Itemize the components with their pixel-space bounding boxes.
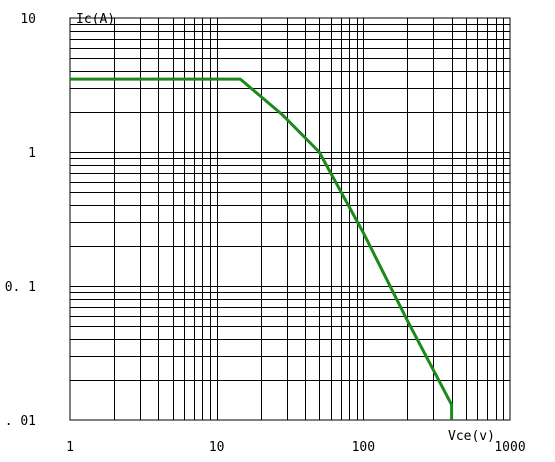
x-tick-label: 1 — [66, 440, 74, 455]
y-tick-label: 10 — [20, 12, 36, 27]
plot-frame — [69, 17, 511, 421]
x-tick-labels: 1 10 100 1000 — [66, 440, 526, 455]
x-tick-label: 1000 — [494, 440, 525, 455]
y-tick-labels: . 01 0. 1 1 10 — [5, 12, 36, 429]
series-line — [70, 77, 454, 420]
x-tick-label: 100 — [352, 440, 375, 455]
x-tick-label: 10 — [209, 440, 225, 455]
y-tick-label: 0. 1 — [5, 280, 36, 295]
x-axis-label: Vce(v) — [448, 429, 495, 444]
y-axis-label: Ic(A) — [76, 12, 115, 27]
series-group — [70, 77, 454, 420]
plot-grid — [70, 18, 510, 420]
y-tick-label: 1 — [28, 146, 36, 161]
y-tick-label: . 01 — [5, 414, 36, 429]
